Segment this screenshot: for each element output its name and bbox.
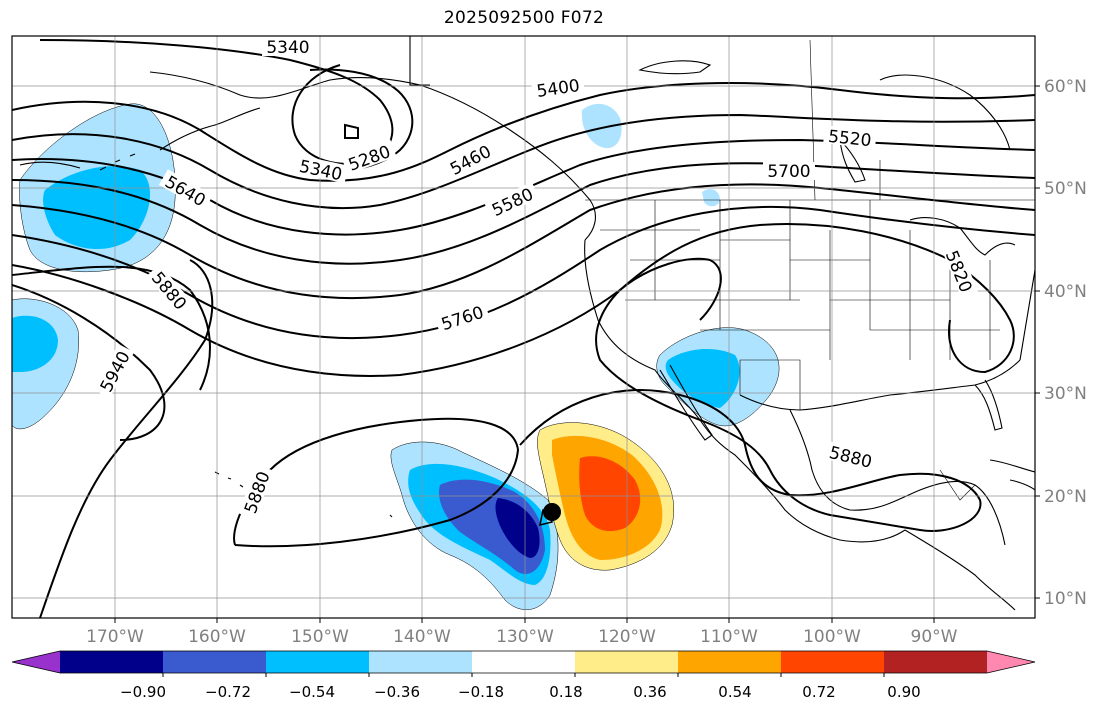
colorbar-extend-max — [987, 651, 1035, 673]
colorbar-tick-label: −0.18 — [458, 683, 504, 701]
colorbar-tick-label: 0.36 — [633, 683, 666, 701]
lon-label: 120°W — [598, 627, 656, 647]
lon-label: 90°W — [911, 627, 958, 647]
colorbar-tick-labels: −0.90 −0.72 −0.54 −0.36 −0.18 0.18 0.36 … — [120, 683, 921, 701]
lon-label: 140°W — [393, 627, 451, 647]
lon-label: 130°W — [496, 627, 554, 647]
colorbar-segment — [60, 651, 164, 673]
colorbar-tick-label: −0.72 — [205, 683, 251, 701]
lat-label: 30°N — [1044, 384, 1087, 404]
lon-label: 110°W — [700, 627, 758, 647]
contour-label: 5520 — [827, 127, 872, 151]
storm-marker-icon — [539, 503, 561, 527]
map-title: 2025092500 F072 — [443, 8, 605, 28]
colorbar-tick-label: 0.18 — [549, 683, 582, 701]
longitude-labels: 170°W 160°W 150°W 140°W 130°W 120°W 110°… — [86, 627, 958, 647]
colorbar-segment — [369, 651, 473, 673]
lat-label: 40°N — [1044, 282, 1087, 302]
lon-label: 160°W — [188, 627, 246, 647]
lat-label: 50°N — [1044, 179, 1087, 199]
colorbar-tick-label: 0.54 — [718, 683, 751, 701]
state-borders — [585, 39, 1035, 501]
map-area: 5340 5340 5280 5400 5460 5520 5580 5640 … — [12, 36, 1035, 618]
colorbar-segment — [781, 651, 885, 673]
latitude-labels: 60°N 50°N 40°N 30°N 20°N 10°N — [1044, 77, 1087, 609]
lat-label: 60°N — [1044, 77, 1087, 97]
lat-label: 10°N — [1044, 589, 1087, 609]
axis-ticks — [114, 85, 1040, 623]
colorbar-segment — [472, 651, 576, 673]
lon-label: 150°W — [291, 627, 349, 647]
lon-label: 170°W — [86, 627, 144, 647]
contour-label: 5700 — [767, 162, 810, 182]
colorbar: −0.90 −0.72 −0.54 −0.36 −0.18 0.18 0.36 … — [11, 650, 1036, 701]
colorbar-extend-min — [12, 651, 60, 673]
colorbar-tick-label: −0.36 — [374, 683, 420, 701]
contour-label: 5340 — [266, 38, 309, 58]
anomaly-shading — [12, 103, 780, 610]
map-frame — [11, 35, 1036, 619]
colorbar-segment — [678, 651, 782, 673]
colorbar-tick-label: −0.54 — [289, 683, 335, 701]
lat-label: 20°N — [1044, 487, 1087, 507]
colorbar-tick-label: 0.72 — [802, 683, 835, 701]
colorbar-outline — [11, 650, 1036, 674]
colorbar-tick-label: −0.90 — [120, 683, 166, 701]
colorbar-segment — [575, 651, 679, 673]
colorbar-segment — [266, 651, 370, 673]
lon-label: 100°W — [803, 627, 861, 647]
colorbar-tick-label: 0.90 — [887, 683, 920, 701]
coastlines — [19, 36, 1035, 611]
colorbar-segment — [884, 651, 988, 673]
colorbar-segment — [163, 651, 267, 673]
